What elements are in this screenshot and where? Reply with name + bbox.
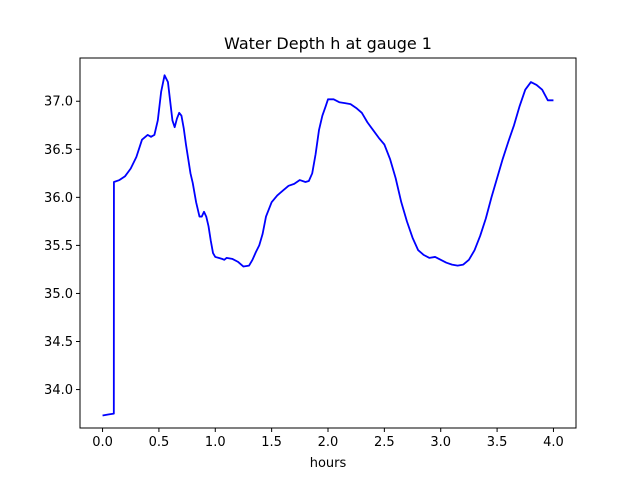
y-tick-label: 35.5 (44, 239, 73, 254)
plot-area: 0.0 0.5 1.0 1.5 2.0 2.5 3.0 3.5 4.0 34.0 34.5 35.0 3… (44, 57, 577, 450)
x-tick-label: 0.5 (149, 435, 170, 450)
plot-frame (79, 57, 577, 429)
x-tick-label: 2.5 (374, 435, 395, 450)
y-tick-label: 37.0 (44, 95, 73, 110)
y-tick-label: 36.0 (44, 191, 73, 206)
y-tick-label: 34.5 (44, 335, 73, 350)
y-tick-label: 35.0 (44, 287, 73, 302)
x-tick-label: 4.0 (543, 435, 564, 450)
x-tick-label: 2.0 (318, 435, 339, 450)
chart-title: Water Depth h at gauge 1 (224, 34, 432, 53)
x-tick-label: 3.5 (487, 435, 508, 450)
x-tick-label: 0.0 (92, 435, 113, 450)
x-axis-label: hours (310, 456, 347, 471)
x-tick-label: 1.5 (261, 435, 282, 450)
x-tick-label: 3.0 (430, 435, 451, 450)
y-tick-label: 34.0 (44, 383, 73, 398)
series-line-0 (102, 74, 554, 417)
y-tick-label: 36.5 (44, 143, 73, 158)
x-tick-label: 1.0 (205, 435, 226, 450)
